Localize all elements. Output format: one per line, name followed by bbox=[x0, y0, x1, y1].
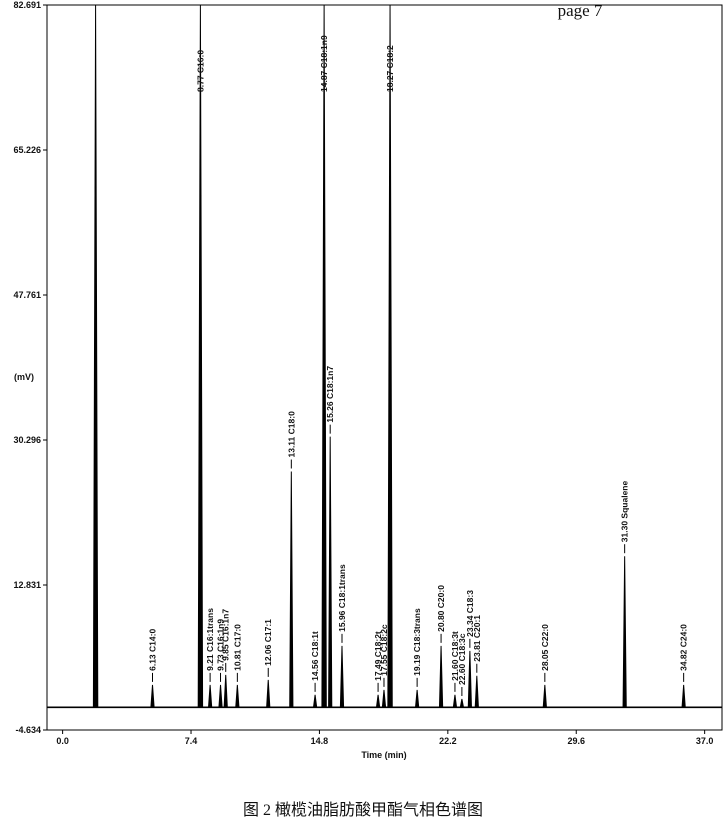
peak bbox=[622, 556, 627, 708]
peak-label: 13.11 C18:0 bbox=[286, 411, 296, 458]
x-tick-label: 0.0 bbox=[56, 736, 69, 746]
peak-label: 14.56 C18:1t bbox=[310, 631, 320, 681]
peak bbox=[375, 694, 381, 708]
peak bbox=[150, 684, 155, 708]
x-tick-label: 7.4 bbox=[185, 736, 198, 746]
peak-label: 12.06 C17:1 bbox=[263, 619, 273, 666]
peak-label: 17.55 C18:2c bbox=[379, 624, 389, 676]
peak-label: 23.81 C20:1 bbox=[472, 615, 482, 662]
peak bbox=[452, 694, 458, 708]
peak-label: 18.27 C18:2 bbox=[385, 45, 395, 92]
x-tick-label: 22.2 bbox=[439, 736, 457, 746]
peak-label: 28.05 C22:0 bbox=[540, 624, 550, 671]
y-tick-label: 12.831 bbox=[13, 580, 41, 590]
trace bbox=[47, 5, 722, 709]
peak bbox=[387, 5, 393, 708]
peak-label: 6.13 C14:0 bbox=[148, 629, 158, 671]
peak bbox=[321, 5, 327, 708]
y-tick-label: 82.691 bbox=[13, 0, 41, 10]
peak-label: 21.60 C18:3t bbox=[450, 631, 460, 681]
peak-label: 9.21 C16:1trans bbox=[205, 608, 215, 671]
peak bbox=[218, 684, 223, 708]
peak bbox=[289, 471, 294, 708]
peak bbox=[438, 645, 444, 708]
peak bbox=[197, 5, 204, 708]
peak bbox=[459, 698, 464, 708]
peak bbox=[339, 645, 345, 708]
peak bbox=[328, 436, 333, 708]
peak-label: 14.87 C18:1n9 bbox=[319, 35, 329, 92]
peak bbox=[266, 679, 271, 708]
peak-label: 15.26 C18:1n7 bbox=[325, 366, 335, 423]
peak-label: 23.34 C18:3 bbox=[465, 590, 475, 637]
y-tick-label: 47.761 bbox=[13, 290, 41, 300]
caption: 图 2 橄榄油脂肪酸甲酯气相色谱图 bbox=[243, 801, 483, 819]
y-axis-label: (mV) bbox=[14, 372, 34, 382]
peak bbox=[381, 689, 387, 708]
peak bbox=[208, 684, 213, 708]
peak bbox=[542, 684, 547, 708]
x-tick-label: 14.8 bbox=[311, 736, 329, 746]
peak-label: 31.30 Squalene bbox=[620, 481, 630, 543]
x-tick-label: 29.6 bbox=[567, 736, 585, 746]
peak bbox=[223, 674, 228, 708]
y-tick-label: 65.226 bbox=[13, 145, 41, 155]
peak bbox=[681, 684, 686, 708]
peak-label: 8.77 C16:0 bbox=[195, 50, 205, 92]
peak-label: 34.82 C24:0 bbox=[679, 624, 689, 671]
plot-frame bbox=[46, 4, 723, 731]
peak-label: 9.73 C16:1n9 bbox=[216, 619, 226, 671]
y-tick-label: 30.296 bbox=[13, 435, 41, 445]
peak bbox=[415, 689, 420, 708]
x-axis-label: Time (min) bbox=[361, 750, 406, 760]
peak-label: 9.85 C16:1n7 bbox=[221, 609, 231, 661]
y-tick-label: -4.634 bbox=[15, 725, 41, 735]
peak-label: 19.19 C18:3trans bbox=[412, 608, 422, 676]
page-header: page 7 bbox=[558, 1, 603, 20]
peak bbox=[92, 5, 99, 708]
peak bbox=[235, 684, 240, 708]
peak bbox=[467, 650, 472, 708]
peak bbox=[474, 675, 479, 708]
peak bbox=[312, 694, 318, 708]
peak-label: 15.96 C18:1trans bbox=[337, 564, 347, 632]
peak-label: 10.81 C17:0 bbox=[232, 624, 242, 671]
peak-label: 20.80 C20:0 bbox=[436, 585, 446, 632]
x-tick-label: 37.0 bbox=[696, 736, 714, 746]
peak-label: 17.49 C18:2t bbox=[373, 631, 383, 681]
peak-label: 22.60 C18:3c bbox=[457, 633, 467, 685]
